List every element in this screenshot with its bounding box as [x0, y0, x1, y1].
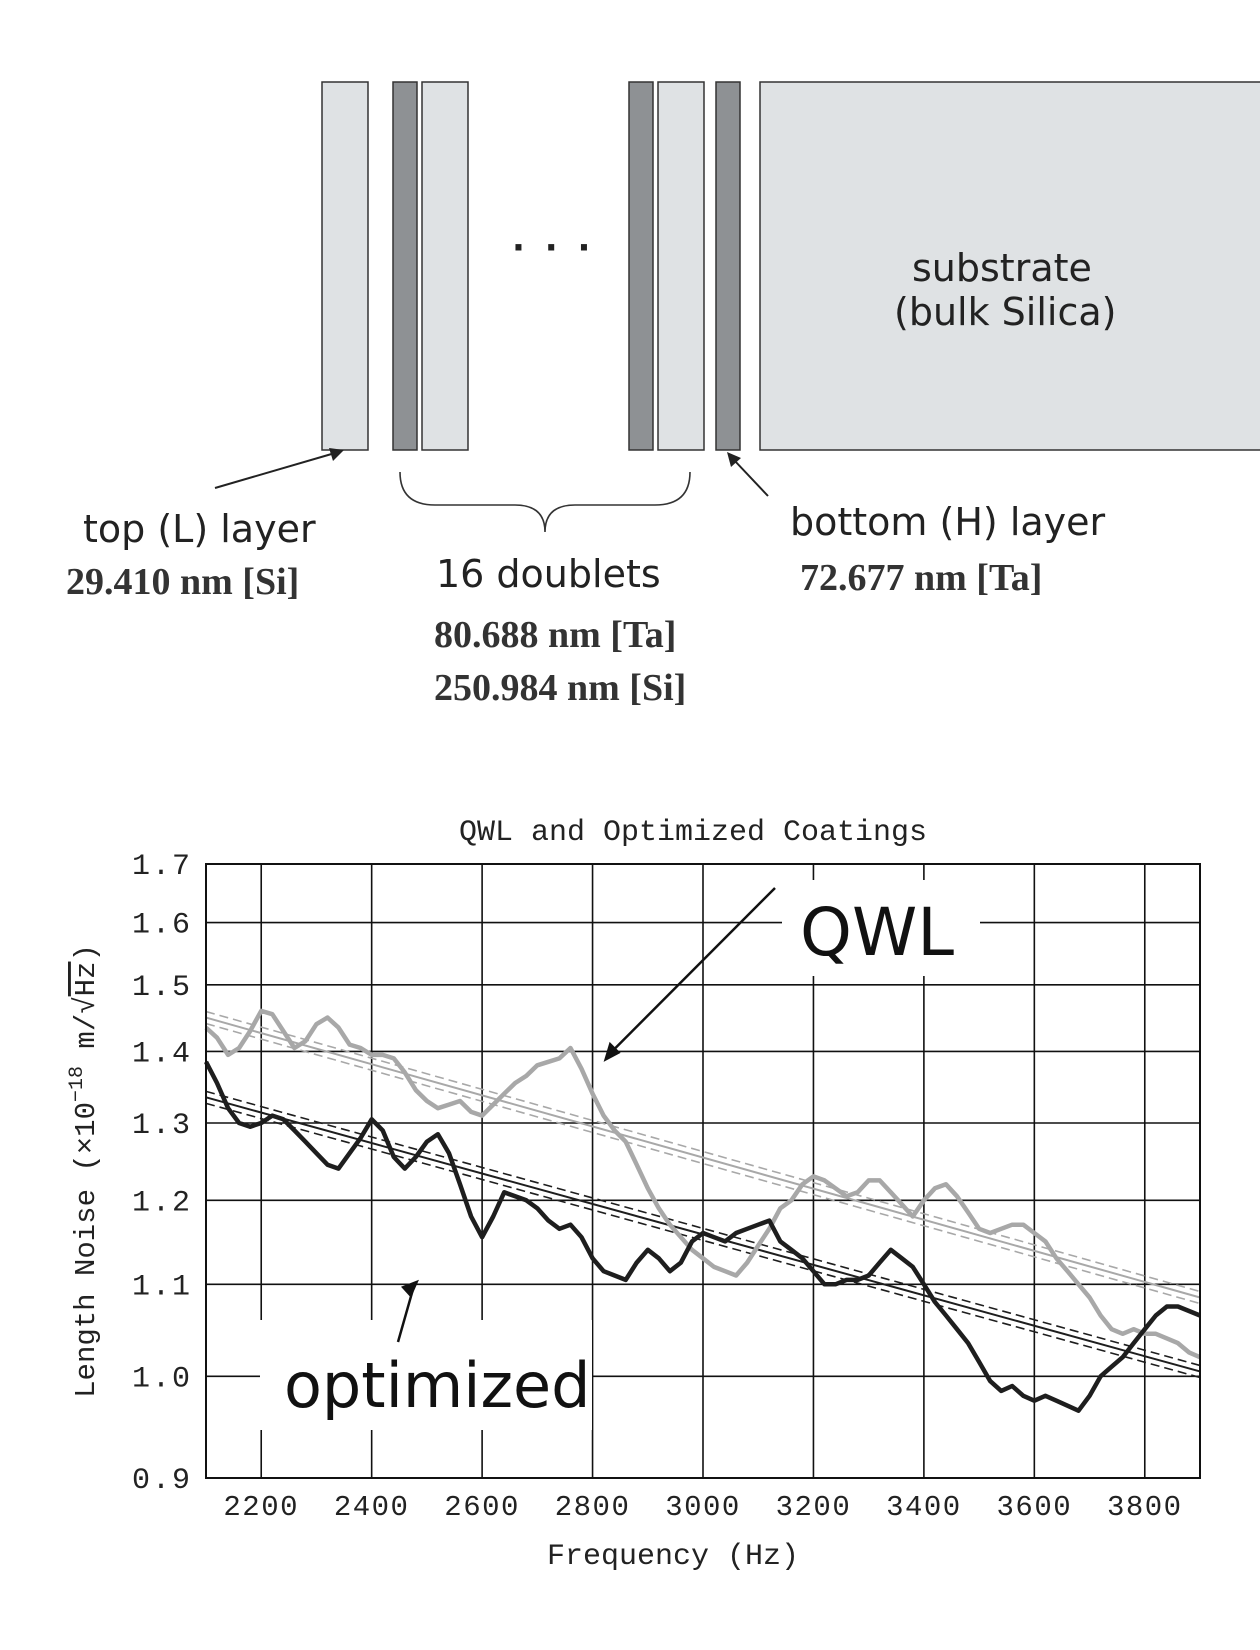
- doublets-label: 16 doublets: [436, 552, 661, 596]
- qwl-annotation-arrow: [608, 887, 776, 1055]
- qwl-annotation-label: QWL: [800, 894, 954, 971]
- series-layer: [204, 1008, 1201, 1413]
- x-tick-label-3000: 3000: [665, 1491, 741, 1524]
- top-layer-value: 29.410 nm [Si]: [66, 561, 300, 603]
- bottom-layer-arrow: [733, 459, 769, 497]
- series-line-qwl: [204, 1008, 1201, 1360]
- doublets-brace: [399, 471, 691, 533]
- top-layer-arrow: [214, 452, 336, 489]
- annotation-layer: QWL optimized: [260, 880, 980, 1430]
- doublet-si-layer-1: [421, 81, 469, 451]
- ellipsis: · · ·: [512, 228, 595, 268]
- doublets-value-ta: 80.688 nm [Ta]: [434, 614, 677, 656]
- y-tick-label-1.2: 1.2: [132, 1186, 192, 1220]
- x-tick-label-3800: 3800: [1107, 1491, 1183, 1524]
- fit-band-upper-optimized: [205, 1090, 1201, 1367]
- x-tick-label-3400: 3400: [886, 1491, 962, 1524]
- bottom-layer-arrowhead: [727, 452, 741, 467]
- bottom-h-layer: [715, 81, 741, 451]
- coating-layer-diagram: [214, 81, 1260, 533]
- qwl-annotation-arrowhead: [603, 1041, 621, 1062]
- optimized-annotation-label: optimized: [284, 1349, 591, 1422]
- top-layer-label: top (L) layer: [83, 507, 316, 551]
- qwl-label-box: [782, 880, 980, 976]
- x-tick-label-2200: 2200: [223, 1491, 299, 1524]
- top-layer-arrowhead: [329, 448, 344, 461]
- doublet-ta-layer-1: [392, 81, 418, 451]
- plot-frame: [205, 863, 1201, 1479]
- doublets-value-si: 250.984 nm [Si]: [434, 667, 687, 709]
- series-line-optimized: [204, 1060, 1201, 1413]
- substrate-label-line1: substrate: [912, 246, 1092, 290]
- y-axis-label: Length Noise (×10−18 m/√Hz): [66, 944, 103, 1398]
- doublet-ta-layer-16: [628, 81, 654, 451]
- noise-chart: QWL optimized QWL and Optimized Coatings 0…: [66, 816, 1201, 1574]
- x-axis-label: Frequency (Hz): [547, 1540, 799, 1574]
- substrate-block: [759, 81, 1260, 451]
- substrate-label-line2: (bulk Silica): [894, 290, 1117, 334]
- y-tick-label-1.0: 1.0: [132, 1362, 192, 1396]
- x-tick-label-2800: 2800: [555, 1491, 631, 1524]
- x-tick-label-3600: 3600: [997, 1491, 1073, 1524]
- x-tick-label-3200: 3200: [776, 1491, 852, 1524]
- y-tick-label-1.1: 1.1: [132, 1270, 192, 1304]
- y-axis-label-text: Length Noise (×10−18 m/√Hz): [66, 944, 103, 1398]
- x-tick-label-2400: 2400: [334, 1491, 410, 1524]
- chart-title: QWL and Optimized Coatings: [459, 816, 927, 850]
- y-tick-label-1.7: 1.7: [132, 850, 192, 884]
- y-tick-label-1.6: 1.6: [132, 909, 192, 943]
- bottom-layer-value: 72.677 nm [Ta]: [800, 557, 1043, 599]
- fit-band-upper-qwl: [205, 1010, 1201, 1293]
- y-tick-label-0.9: 0.9: [132, 1464, 192, 1498]
- axis-layer: QWL and Optimized Coatings 0.9 1.0 1.1 1.2 1.…: [66, 816, 1201, 1574]
- optimized-label-box: [260, 1320, 592, 1430]
- optimized-annotation-arrowhead: [400, 1279, 419, 1298]
- y-tick-label-1.3: 1.3: [132, 1109, 192, 1143]
- fit-line-qwl: [205, 1016, 1201, 1299]
- y-tick-label-1.4: 1.4: [132, 1037, 192, 1071]
- fit-band-lower-optimized: [205, 1102, 1201, 1379]
- doublet-si-layer-16: [657, 81, 705, 451]
- x-tick-label-2600: 2600: [444, 1491, 520, 1524]
- fit-band-lower-qwl: [205, 1022, 1201, 1305]
- bottom-layer-label: bottom (H) layer: [790, 500, 1106, 544]
- top-l-layer: [321, 81, 369, 451]
- y-tick-label-1.5: 1.5: [132, 971, 192, 1005]
